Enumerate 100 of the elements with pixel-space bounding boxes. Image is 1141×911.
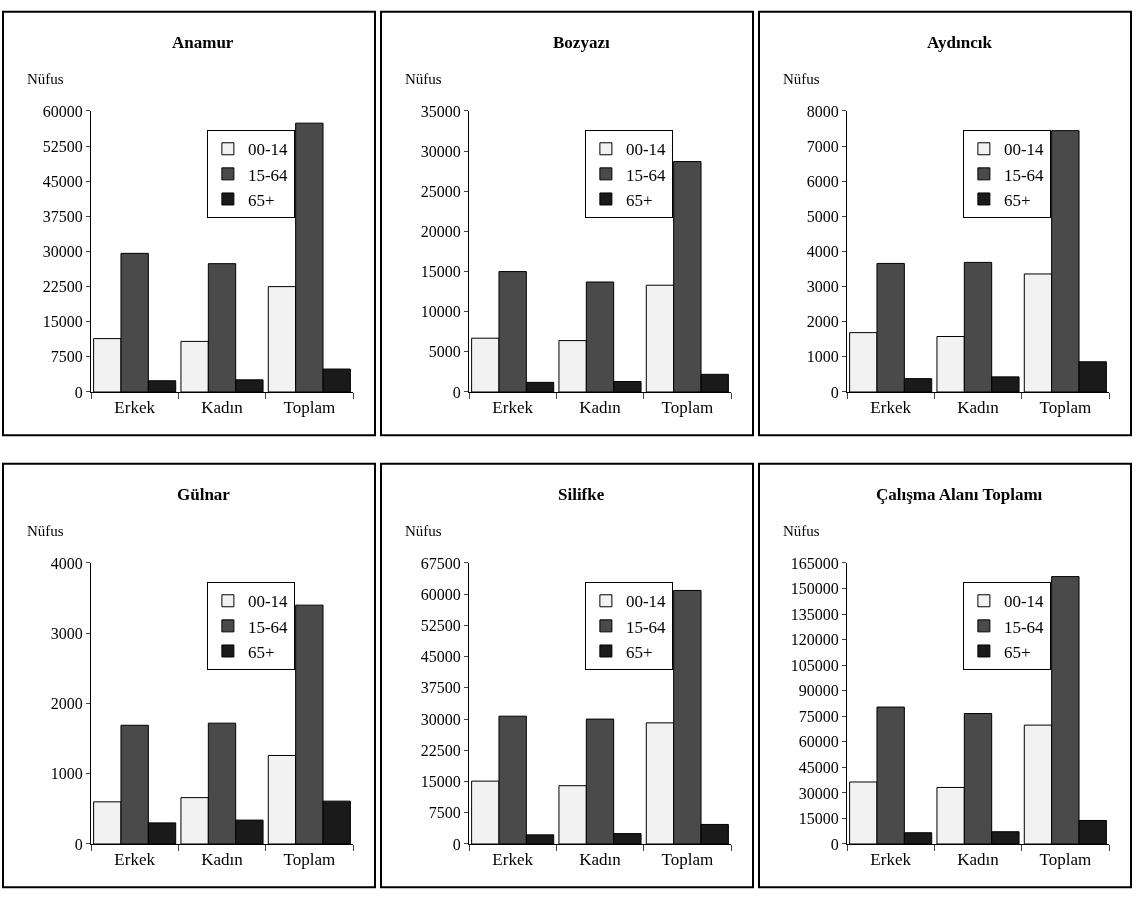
y-tick-label: 15000 (42, 313, 83, 331)
y-tick-label: 5000 (806, 207, 839, 225)
y-tick-label: 15000 (420, 773, 461, 791)
x-tick-label: Erkek (870, 398, 912, 418)
x-tick-label: Kadın (579, 398, 622, 418)
y-tick-label: 22500 (42, 278, 83, 296)
y-tick-label: 2000 (50, 695, 83, 713)
y-tick-label: 8000 (806, 102, 839, 120)
y-axis-title: Nüfus (27, 71, 64, 87)
y-tick-label: 120000 (790, 631, 839, 649)
y-tick-label: 52500 (42, 137, 83, 155)
y-tick-label: 25000 (420, 182, 461, 200)
y-tick-label: 0 (452, 383, 461, 401)
legend-label: 15-64 (1003, 617, 1045, 637)
y-tick-label: 30000 (798, 784, 839, 802)
x-tick-label: Kadın (201, 398, 244, 418)
y-axis-title: Nüfus (783, 71, 820, 87)
y-tick-label: 165000 (790, 554, 839, 572)
y-tick-label: 45000 (42, 172, 83, 190)
y-tick-label: 10000 (420, 303, 461, 321)
x-tick-label: Erkek (492, 850, 534, 870)
chart-title: Bozyazı (553, 33, 610, 52)
legend-label: 15-64 (625, 617, 667, 637)
y-tick-label: 75000 (798, 707, 839, 725)
y-tick-label: 0 (74, 835, 83, 853)
y-tick-label: 60000 (798, 733, 839, 751)
x-tick-label: Kadın (957, 850, 1000, 870)
x-tick-label: Kadın (579, 850, 622, 870)
y-tick-label: 67500 (420, 554, 461, 572)
legend-label: 15-64 (247, 617, 289, 637)
legend-label: 00-14 (247, 140, 289, 160)
legend-label: 65+ (1003, 190, 1031, 210)
legend-label: 00-14 (625, 592, 667, 612)
y-tick-label: 1000 (806, 348, 839, 366)
x-tick-label: Toplam (1039, 850, 1092, 870)
legend-label: 00-14 (247, 592, 289, 612)
y-tick-label: 3000 (806, 278, 839, 296)
legend-label: 65+ (625, 642, 653, 662)
y-tick-label: 4000 (806, 243, 839, 261)
y-tick-label: 7000 (806, 137, 839, 155)
legend-label: 65+ (1003, 642, 1031, 662)
y-tick-label: 60000 (42, 102, 83, 120)
chart-title: Silifke (558, 485, 605, 504)
legend-label: 15-64 (247, 165, 289, 185)
y-tick-label: 22500 (420, 741, 461, 759)
legend-label: 00-14 (1003, 140, 1045, 160)
y-tick-label: 37500 (420, 679, 461, 697)
x-tick-label: Toplam (283, 398, 336, 418)
y-tick-label: 6000 (806, 172, 839, 190)
y-tick-label: 2000 (806, 313, 839, 331)
y-tick-label: 52500 (420, 617, 461, 635)
y-tick-label: 90000 (798, 682, 839, 700)
y-tick-label: 37500 (42, 207, 83, 225)
legend-label: 65+ (625, 190, 653, 210)
y-tick-label: 30000 (42, 243, 83, 261)
legend-label: 65+ (247, 642, 275, 662)
x-tick-label: Erkek (114, 850, 156, 870)
y-tick-label: 105000 (790, 656, 839, 674)
y-axis-title: Nüfus (405, 71, 442, 87)
y-tick-label: 1000 (50, 765, 83, 783)
chart-title: Aydıncık (927, 33, 993, 52)
y-tick-label: 7500 (50, 348, 83, 366)
chart-title: Çalışma Alanı Toplamı (876, 485, 1043, 504)
legend-label: 00-14 (1003, 592, 1045, 612)
x-tick-label: Toplam (661, 850, 714, 870)
y-tick-label: 5000 (428, 343, 461, 361)
y-tick-label: 4000 (50, 554, 83, 572)
chart-title: Gülnar (177, 485, 231, 504)
x-tick-label: Kadın (201, 850, 244, 870)
y-tick-label: 45000 (798, 758, 839, 776)
legend-label: 15-64 (1003, 165, 1045, 185)
y-tick-label: 20000 (420, 223, 461, 241)
y-tick-label: 135000 (790, 605, 839, 623)
x-tick-label: Erkek (870, 850, 912, 870)
y-tick-label: 0 (830, 835, 839, 853)
x-tick-label: Kadın (957, 398, 1000, 418)
y-axis-title: Nüfus (783, 523, 820, 539)
legend-label: 65+ (247, 190, 275, 210)
y-axis-title: Nüfus (27, 523, 64, 539)
y-tick-label: 60000 (420, 585, 461, 603)
y-tick-label: 0 (452, 835, 461, 853)
legend-label: 15-64 (625, 165, 667, 185)
x-tick-label: Toplam (661, 398, 714, 418)
y-tick-label: 30000 (420, 142, 461, 160)
legend-label: 00-14 (625, 140, 667, 160)
chart-title: Anamur (172, 33, 234, 52)
y-tick-label: 30000 (420, 710, 461, 728)
x-tick-label: Erkek (114, 398, 156, 418)
y-tick-label: 15000 (420, 263, 461, 281)
x-tick-label: Toplam (283, 850, 336, 870)
y-tick-label: 3000 (50, 624, 83, 642)
x-tick-label: Erkek (492, 398, 534, 418)
y-tick-label: 0 (74, 383, 83, 401)
y-tick-label: 7500 (428, 804, 461, 822)
y-tick-label: 15000 (798, 810, 839, 828)
y-axis-title: Nüfus (405, 523, 442, 539)
y-tick-label: 150000 (790, 580, 839, 598)
y-tick-label: 35000 (420, 102, 461, 120)
y-tick-label: 0 (830, 383, 839, 401)
x-tick-label: Toplam (1039, 398, 1092, 418)
